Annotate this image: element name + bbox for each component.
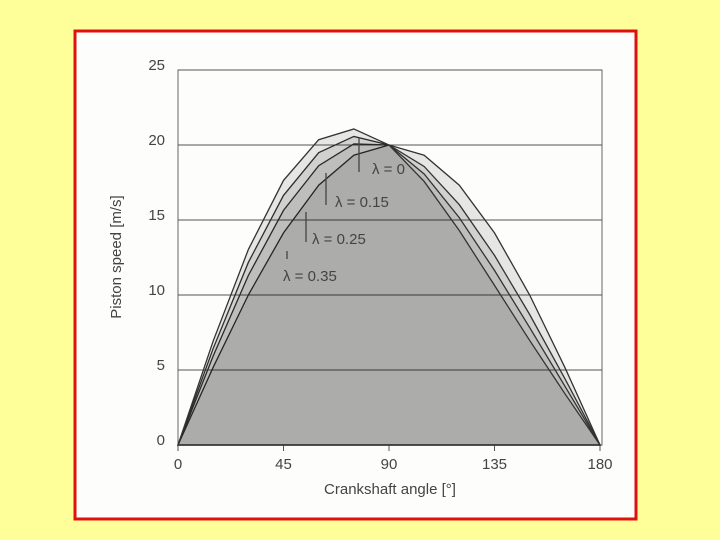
x-tick-label: 0 [174, 456, 182, 473]
x-tick-label: 180 [587, 456, 612, 473]
y-tick-label: 5 [157, 357, 165, 374]
legend-label: λ = 0.25 [312, 231, 366, 248]
x-tick-label: 135 [482, 456, 507, 473]
series-line [177, 135, 602, 446]
y-axis-label: Piston speed [m/s] [108, 195, 125, 318]
series-line [176, 144, 602, 446]
legend-label: λ = 0.15 [335, 194, 389, 211]
y-tick-label: 10 [148, 282, 165, 299]
series-line [177, 128, 602, 446]
legend-label: λ = 0.35 [283, 268, 337, 285]
y-tick-label: 0 [157, 432, 165, 449]
x-tick-label: 90 [381, 456, 398, 473]
y-tick-label: 15 [148, 207, 165, 224]
legend-label: λ = 0 [372, 161, 405, 178]
x-tick-label: 45 [275, 456, 292, 473]
y-tick-label: 25 [148, 57, 165, 74]
panel [73, 29, 638, 521]
y-tick-label: 20 [148, 132, 165, 149]
series-line [177, 143, 602, 446]
x-axis-label: Crankshaft angle [°] [324, 481, 456, 498]
